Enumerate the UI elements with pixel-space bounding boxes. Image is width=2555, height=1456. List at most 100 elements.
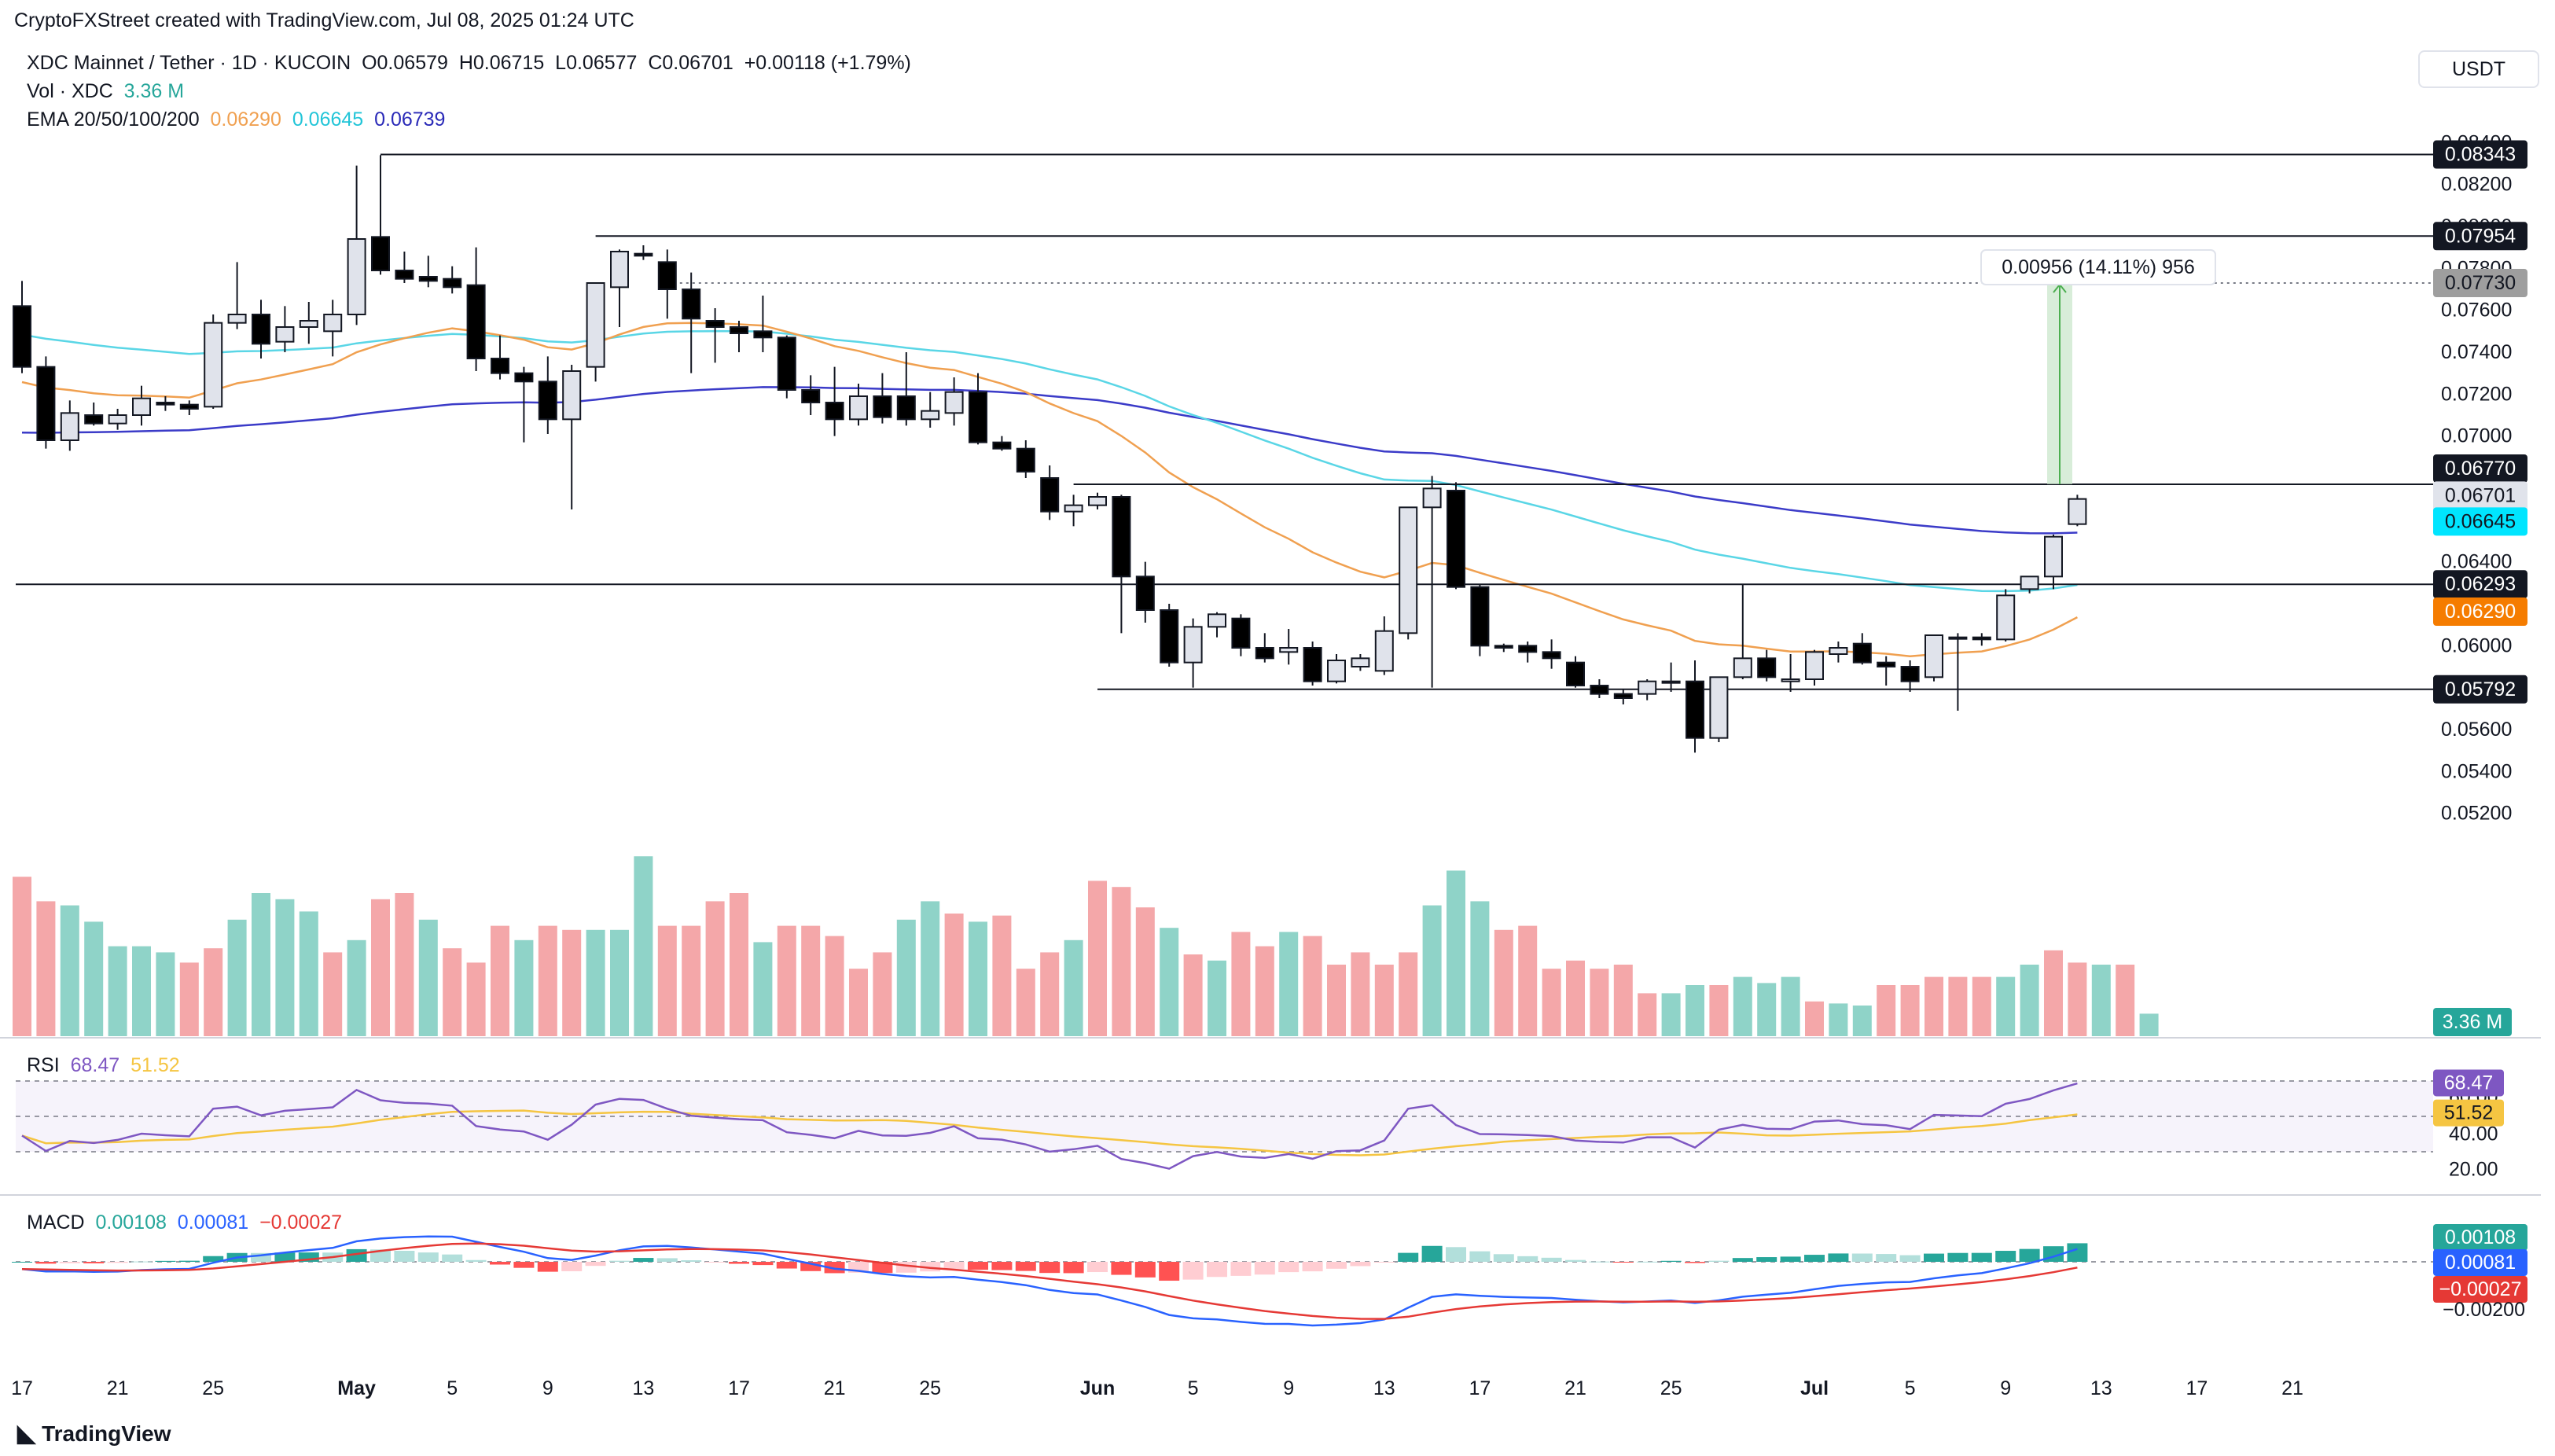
x-tick-label: 9	[1283, 1377, 1294, 1399]
candle-body	[418, 276, 438, 282]
y-tick-label: 0.06000	[2441, 634, 2512, 656]
price-axis-text: 0.06290	[2445, 601, 2516, 623]
volume-legend: Vol · XDC 3.36 M	[27, 80, 184, 103]
volume-bar	[1518, 925, 1538, 1036]
candle-body	[1231, 617, 1251, 649]
x-tick-label: 13	[2090, 1377, 2112, 1399]
volume-bar	[1494, 929, 1513, 1036]
macd-legend-hist: 0.00108	[95, 1211, 167, 1234]
volume-bar	[1447, 870, 1465, 1036]
volume-bar	[1160, 928, 1179, 1036]
candle-body	[801, 389, 821, 403]
macd-hist-bar	[1182, 1262, 1204, 1280]
volume-bar	[1686, 985, 1704, 1036]
candle-body	[227, 314, 247, 324]
candle-body	[1590, 685, 1609, 695]
x-tick-label: 25	[919, 1377, 941, 1399]
macd-hist-bar	[1828, 1253, 1849, 1262]
x-tick-label: Jul	[1800, 1377, 1829, 1399]
candle-body	[1494, 645, 1513, 649]
candle-body	[1064, 504, 1083, 513]
y-tick-label: 0.05200	[2441, 803, 2512, 825]
rsi-legend-value: 68.47	[70, 1054, 120, 1076]
tradingview-brand[interactable]: ◣ TradingView	[17, 1420, 171, 1447]
candle-body	[562, 370, 582, 421]
candle-body	[1661, 680, 1681, 684]
volume-bar	[1112, 887, 1131, 1036]
macd-hist-bar	[872, 1262, 893, 1274]
high-value: 0.06715	[472, 52, 545, 74]
volume-bar	[491, 925, 509, 1036]
volume-bar	[1877, 985, 1896, 1036]
macd-label: MACD	[27, 1211, 85, 1234]
volume-bar	[1208, 960, 1226, 1036]
macd-hist-bar	[2067, 1243, 2088, 1262]
candle-body	[84, 414, 104, 425]
volume-bar	[60, 905, 79, 1036]
candle-body	[1447, 490, 1465, 588]
x-tick-label: May	[337, 1377, 376, 1399]
x-tick-label: 13	[1373, 1377, 1395, 1399]
price-axis-text: 0.05792	[2445, 678, 2516, 700]
macd-hist-bar	[1924, 1253, 1944, 1262]
candle-body	[1088, 496, 1107, 506]
macd-hist-bar	[394, 1251, 415, 1262]
macd-hist-bar	[1063, 1262, 1084, 1274]
macd-hist-bar	[991, 1262, 1013, 1270]
candle-body	[1112, 496, 1131, 578]
macd-axis-text: 0.00081	[2445, 1252, 2516, 1274]
candle-body	[1160, 609, 1179, 664]
volume-bar	[1661, 993, 1681, 1036]
candle-body	[1518, 645, 1538, 653]
candle-body	[873, 395, 892, 418]
macd-hist-bar	[59, 1262, 80, 1263]
candle-body	[491, 358, 509, 374]
volume-bar	[108, 946, 127, 1036]
volume-bar	[1470, 901, 1490, 1036]
macd-hist-bar	[1159, 1262, 1180, 1281]
candle-body	[1399, 506, 1418, 634]
rsi-ma-axis-text: 51.52	[2444, 1102, 2494, 1124]
macd-hist-bar	[800, 1262, 822, 1271]
candle-body	[179, 403, 199, 410]
macd-hist-bar	[1015, 1262, 1036, 1271]
candle-body	[299, 320, 318, 328]
volume-bar	[323, 952, 343, 1036]
candle-body	[2044, 535, 2063, 578]
candle-body	[2020, 575, 2039, 590]
volume-bar	[1183, 954, 1203, 1036]
macd-axis-text: 0.00108	[2445, 1226, 2516, 1248]
ema20-value: 0.06290	[210, 108, 281, 131]
candle-body	[252, 314, 270, 345]
x-tick-label: 17	[2186, 1377, 2208, 1399]
candle-body	[538, 381, 557, 421]
candle-body	[132, 397, 151, 416]
rsi-legend-ma: 51.52	[131, 1054, 180, 1076]
y-tick-label: 0.06400	[2441, 551, 2512, 573]
volume-bar	[156, 952, 175, 1036]
volume-bar	[849, 969, 868, 1036]
x-tick-label: 21	[107, 1377, 129, 1399]
macd-hist-bar	[1971, 1252, 1992, 1262]
macd-hist-bar	[1254, 1262, 1275, 1275]
volume-bar	[705, 901, 725, 1036]
price-axis-text: 0.06770	[2445, 458, 2516, 480]
symbol-name: XDC Mainnet / Tether · 1D · KUCOIN	[27, 52, 351, 74]
macd-hist-bar	[83, 1262, 105, 1263]
volume-bar	[896, 919, 916, 1036]
ema50-value: 0.06645	[292, 108, 364, 131]
volume-bar	[1303, 936, 1322, 1036]
x-tick-label: 25	[202, 1377, 224, 1399]
macd-hist-bar	[1851, 1253, 1873, 1262]
candle-body	[1208, 613, 1226, 628]
x-tick-label: Jun	[1080, 1377, 1115, 1399]
volume-bar	[921, 901, 940, 1036]
candle-body	[1327, 660, 1346, 682]
volume-bar	[969, 921, 987, 1036]
currency-button[interactable]: USDT	[2418, 50, 2539, 88]
volume-bar	[514, 939, 534, 1036]
candle-body	[1374, 630, 1394, 672]
candle-body	[204, 322, 223, 408]
macd-hist-bar	[1565, 1259, 1586, 1262]
